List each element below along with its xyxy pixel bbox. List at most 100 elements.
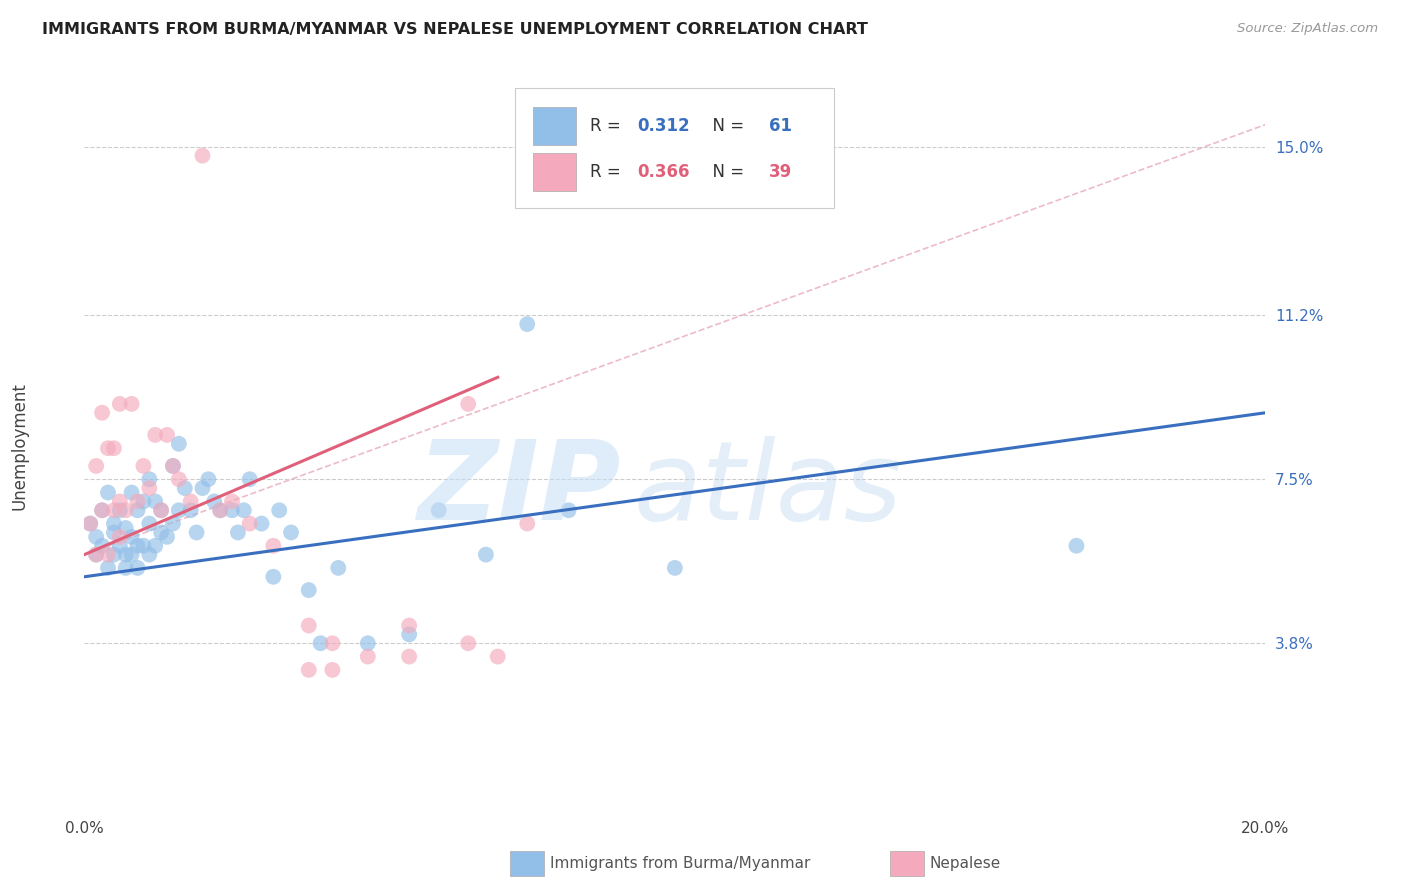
Point (298, 663, 321, 677)
Point (143, 494, 166, 508)
Point (138, 481, 160, 495)
Point (209, 503, 232, 517)
Text: 39: 39 (769, 162, 793, 181)
Point (202, 494, 225, 508)
Point (269, 503, 291, 517)
Text: 0.312: 0.312 (637, 118, 690, 136)
Point (114, 503, 136, 517)
Point (114, 521, 136, 535)
Text: R =: R = (591, 118, 626, 136)
Point (103, 516, 125, 531)
Point (121, 485, 143, 500)
Point (132, 458, 155, 473)
Point (262, 570, 284, 584)
Point (103, 503, 125, 517)
Point (180, 503, 202, 517)
Point (121, 397, 143, 411)
Point (486, 649, 509, 664)
Point (427, 503, 450, 517)
Point (132, 539, 155, 553)
Text: atlas: atlas (634, 436, 903, 543)
Point (79, 516, 101, 531)
Point (250, 516, 273, 531)
Point (127, 494, 149, 508)
Point (114, 561, 136, 575)
Point (309, 636, 332, 650)
Point (156, 530, 179, 544)
Point (298, 583, 321, 598)
Point (84, 458, 107, 473)
Text: 61: 61 (769, 118, 793, 136)
Point (475, 548, 498, 562)
Point (1066, 539, 1088, 553)
Point (191, 148, 214, 162)
Point (97, 441, 120, 455)
Point (328, 561, 350, 575)
Point (457, 636, 479, 650)
Point (97, 485, 120, 500)
Point (298, 618, 321, 632)
Point (150, 503, 173, 517)
Point (239, 472, 262, 486)
Point (197, 472, 219, 486)
Point (91, 503, 114, 517)
Point (398, 649, 420, 664)
Point (108, 397, 131, 411)
Text: Immigrants from Burma/Myanmar: Immigrants from Burma/Myanmar (550, 856, 810, 871)
Point (221, 503, 243, 517)
Point (226, 525, 249, 540)
Point (103, 525, 125, 540)
Point (97, 548, 120, 562)
Point (138, 472, 160, 486)
Point (321, 663, 343, 677)
Point (79, 516, 101, 531)
Text: Source: ZipAtlas.com: Source: ZipAtlas.com (1237, 22, 1378, 36)
Text: Nepalese: Nepalese (929, 856, 1001, 871)
Point (127, 503, 149, 517)
Point (84, 548, 107, 562)
Text: N =: N = (702, 118, 749, 136)
FancyBboxPatch shape (516, 87, 834, 209)
Point (97, 561, 120, 575)
Point (232, 503, 254, 517)
Point (162, 458, 184, 473)
Point (167, 472, 190, 486)
Text: Unemployment: Unemployment (10, 382, 28, 510)
FancyBboxPatch shape (533, 107, 575, 145)
FancyBboxPatch shape (533, 153, 575, 191)
Point (173, 481, 195, 495)
Point (191, 481, 214, 495)
Point (150, 503, 173, 517)
Point (221, 494, 243, 508)
Point (209, 503, 232, 517)
Point (398, 627, 420, 641)
Point (84, 548, 107, 562)
Point (103, 441, 125, 455)
Text: IMMIGRANTS FROM BURMA/MYANMAR VS NEPALESE UNEMPLOYMENT CORRELATION CHART: IMMIGRANTS FROM BURMA/MYANMAR VS NEPALES… (42, 22, 868, 37)
Point (162, 458, 184, 473)
Point (262, 539, 284, 553)
Text: N =: N = (702, 162, 749, 181)
Point (457, 397, 479, 411)
Point (108, 530, 131, 544)
Point (143, 428, 166, 442)
Point (127, 561, 149, 575)
Point (138, 548, 160, 562)
Text: ZIP: ZIP (418, 436, 621, 543)
Point (84, 530, 107, 544)
Point (557, 503, 579, 517)
Point (108, 494, 131, 508)
Point (108, 539, 131, 553)
Point (91, 503, 114, 517)
Point (127, 539, 149, 553)
Point (167, 503, 190, 517)
Point (280, 525, 302, 540)
Point (121, 530, 143, 544)
Point (132, 494, 155, 508)
Point (321, 636, 343, 650)
Point (91, 539, 114, 553)
Point (516, 317, 538, 331)
Text: 0.366: 0.366 (637, 162, 689, 181)
Point (138, 516, 160, 531)
Point (103, 548, 125, 562)
